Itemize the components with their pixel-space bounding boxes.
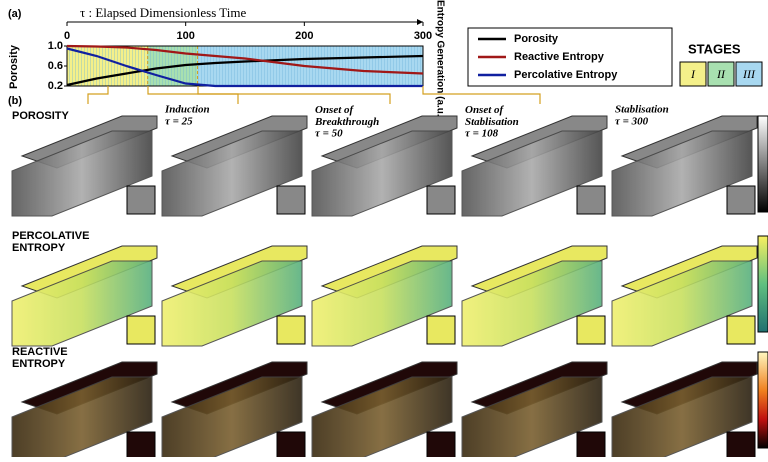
legend-label: Percolative Entropy — [514, 69, 618, 81]
y-axis-title: Porosity — [8, 44, 20, 89]
snapshot-tau: τ = 108 — [465, 128, 499, 140]
y-tick-label: 1.0 — [48, 40, 63, 52]
snapshot-tau: τ = 300 — [615, 116, 649, 128]
row-label: PERCOLATIVE — [12, 230, 89, 242]
inset — [127, 186, 155, 214]
inset — [577, 432, 605, 457]
legend-label: Porosity — [514, 33, 559, 45]
x-tick-label: 300 — [414, 30, 432, 42]
x-tick-label: 0 — [64, 30, 70, 42]
inset — [427, 186, 455, 214]
snapshot-stage: Stablisation — [615, 104, 669, 116]
x-axis-title: τ : Elapsed Dimensionless Time — [80, 5, 247, 20]
x-tick-label: 100 — [176, 30, 194, 42]
panel-label: (b) — [8, 95, 22, 107]
stage-label: III — [742, 67, 756, 81]
colorbar — [758, 116, 768, 212]
snapshot-tau: τ = 50 — [315, 128, 343, 140]
inset — [277, 432, 305, 457]
inset — [427, 432, 455, 457]
arrow-head — [417, 19, 423, 25]
inset — [577, 186, 605, 214]
connector — [148, 86, 238, 104]
inset — [277, 316, 305, 344]
panel-label: (a) — [8, 8, 22, 20]
y-tick-label: 0.2 — [48, 80, 63, 92]
stage-label: II — [716, 67, 726, 81]
row-label: ENTROPY — [12, 242, 66, 254]
inset — [427, 316, 455, 344]
connector — [88, 86, 108, 104]
connector — [198, 86, 390, 104]
row-label: ENTROPY — [12, 358, 66, 370]
figure: (a) (b) τ : Elapsed Dimensionless Time P… — [0, 0, 768, 457]
stages-title: STAGES — [688, 41, 741, 56]
inset — [727, 186, 755, 214]
inset — [727, 432, 755, 457]
y2-axis-title: Entropy Generation (a.u.) — [434, 0, 445, 120]
inset — [727, 316, 755, 344]
image-grid — [12, 116, 768, 457]
snapshot-stage: Induction — [164, 104, 210, 116]
x-tick-label: 200 — [295, 30, 313, 42]
y-tick-label: 0.6 — [48, 60, 63, 72]
inset — [277, 186, 305, 214]
colorbar — [758, 236, 768, 332]
inset — [127, 316, 155, 344]
colorbar — [758, 352, 768, 448]
row-label: POROSITY — [12, 110, 70, 122]
row-label: REACTIVE — [12, 346, 68, 358]
snapshot-tau: τ = 25 — [165, 116, 193, 128]
inset — [577, 316, 605, 344]
legend-label: Reactive Entropy — [514, 51, 605, 63]
inset — [127, 432, 155, 457]
